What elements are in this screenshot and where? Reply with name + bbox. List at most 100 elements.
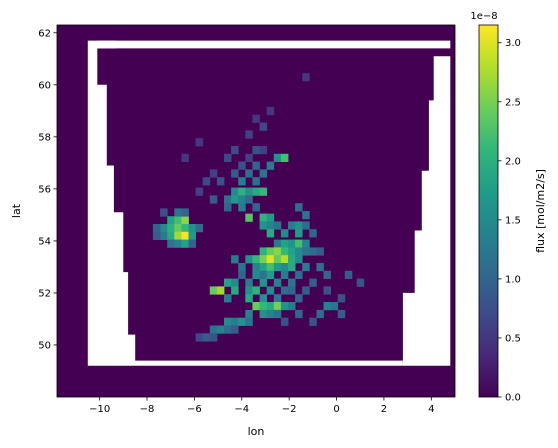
heatmap-cell bbox=[337, 309, 346, 319]
heatmap-cell bbox=[266, 161, 275, 170]
heatmap-cell bbox=[302, 211, 310, 220]
heatmap-cell bbox=[238, 317, 246, 326]
heatmap-cell bbox=[309, 317, 317, 326]
heatmap-cell bbox=[295, 221, 303, 230]
colorbar-tick-label: 0.5 bbox=[505, 333, 521, 344]
heatmap-cell bbox=[266, 213, 275, 222]
heatmap-cell bbox=[231, 286, 239, 295]
heatmap-cell bbox=[238, 203, 246, 212]
heatmap-cell bbox=[160, 231, 168, 240]
heatmap-cell bbox=[280, 286, 289, 295]
heatmap-cell bbox=[316, 263, 324, 272]
heatmap-cell bbox=[174, 216, 182, 225]
y-axis-label: lat bbox=[10, 203, 23, 218]
x-tick-label: 4 bbox=[428, 404, 434, 415]
heatmap-cell bbox=[238, 161, 246, 170]
heatmap-cell bbox=[295, 309, 303, 319]
heatmap-cell bbox=[188, 224, 196, 233]
heatmap-cells bbox=[57, 25, 455, 397]
heatmap-cell bbox=[295, 229, 303, 238]
heatmap-cell bbox=[259, 221, 268, 230]
x-tick-label: −2 bbox=[282, 404, 297, 415]
y-tick-label: 56 bbox=[38, 184, 51, 195]
heatmap-cell bbox=[344, 270, 353, 279]
heatmap-cell bbox=[280, 239, 289, 248]
x-tick-label: −8 bbox=[140, 404, 155, 415]
x-tick-label: −4 bbox=[234, 404, 249, 415]
heatmap-cell bbox=[245, 130, 253, 139]
heatmap-cell bbox=[245, 195, 253, 204]
heatmap-cell bbox=[266, 255, 275, 264]
heatmap-cell bbox=[181, 224, 189, 233]
heatmap-cell bbox=[209, 325, 218, 334]
heatmap-cell bbox=[295, 270, 303, 279]
heatmap-cell bbox=[238, 270, 246, 279]
heatmap-cell bbox=[323, 270, 331, 279]
heatmap-cell bbox=[266, 309, 275, 319]
missing-data-region bbox=[402, 56, 451, 366]
missing-data-region bbox=[97, 40, 451, 49]
colorbar-tick-label: 0.0 bbox=[505, 393, 521, 404]
heatmap-cell bbox=[167, 224, 175, 233]
heatmap-cell bbox=[252, 270, 260, 279]
heatmap-cell bbox=[245, 278, 253, 287]
heatmap-cell bbox=[323, 302, 331, 311]
plot-frame bbox=[56, 24, 456, 398]
heatmap-cell bbox=[259, 187, 268, 196]
x-axis-label: lon bbox=[248, 425, 265, 438]
heatmap-cell bbox=[231, 146, 239, 155]
heatmap-cell bbox=[216, 325, 225, 334]
heatmap-cell bbox=[302, 286, 310, 295]
colorbar-label: flux [mol/m2/s] bbox=[534, 169, 547, 253]
heatmap-cell bbox=[245, 294, 253, 303]
heatmap-cell bbox=[288, 278, 296, 287]
heatmap-cell bbox=[216, 286, 225, 295]
heatmap-cell bbox=[209, 333, 218, 342]
heatmap-cell bbox=[209, 286, 218, 295]
heatmap-cell bbox=[288, 286, 296, 295]
colorbar: 0.0 0.5 1.0 1.5 2.0 2.5 3.0 1e−8 flux [mol/m2/… bbox=[470, 11, 547, 404]
heatmap-cell bbox=[330, 302, 339, 311]
heatmap-cell bbox=[245, 169, 253, 178]
heatmap-cell bbox=[259, 169, 268, 178]
x-axis-ticks: −10 −8 −6 −4 −2 0 2 4 bbox=[89, 397, 434, 415]
heatmap-cell bbox=[266, 229, 275, 238]
x-tick-label: 2 bbox=[381, 404, 387, 415]
heatmap-cell bbox=[316, 309, 324, 319]
heatmap-cell bbox=[280, 247, 289, 256]
heatmap-cell bbox=[259, 294, 268, 303]
heatmap-cell bbox=[216, 177, 225, 186]
heatmap-cell bbox=[295, 255, 303, 264]
heatmap-cell bbox=[181, 239, 189, 248]
heatmap-cell bbox=[280, 302, 289, 311]
heatmap-cell bbox=[295, 247, 303, 256]
heatmap-cell bbox=[356, 278, 365, 287]
heatmap-cell bbox=[252, 177, 260, 186]
heatmap-cell bbox=[309, 247, 317, 256]
heatmap-cell bbox=[188, 231, 196, 240]
heatmap-cell bbox=[280, 153, 289, 162]
heatmap-cell bbox=[181, 216, 189, 225]
heatmap-cell bbox=[273, 294, 282, 303]
heatmap-cell bbox=[152, 231, 161, 240]
missing-data-region bbox=[87, 40, 403, 366]
heatmap-cell bbox=[231, 195, 239, 204]
heatmap-cell bbox=[273, 239, 282, 248]
heatmap-cell bbox=[167, 231, 175, 240]
heatmap-cell bbox=[231, 187, 239, 196]
heatmap-cell bbox=[224, 317, 232, 326]
heatmap-cell bbox=[238, 263, 246, 272]
colorbar-tick-label: 2.5 bbox=[505, 97, 521, 108]
heatmap-cell bbox=[252, 302, 260, 311]
x-tick-label: 0 bbox=[333, 404, 339, 415]
heatmap-cell bbox=[209, 195, 218, 204]
heatmap-cell bbox=[273, 263, 282, 272]
heatmap-cell bbox=[238, 195, 246, 204]
heatmap-cell bbox=[337, 294, 346, 303]
heatmap-cell bbox=[160, 224, 168, 233]
heatmap-cell bbox=[181, 153, 189, 162]
heatmap-cell bbox=[280, 255, 289, 264]
heatmap-cell bbox=[195, 333, 204, 342]
colorbar-tick-label: 1.5 bbox=[505, 215, 521, 226]
